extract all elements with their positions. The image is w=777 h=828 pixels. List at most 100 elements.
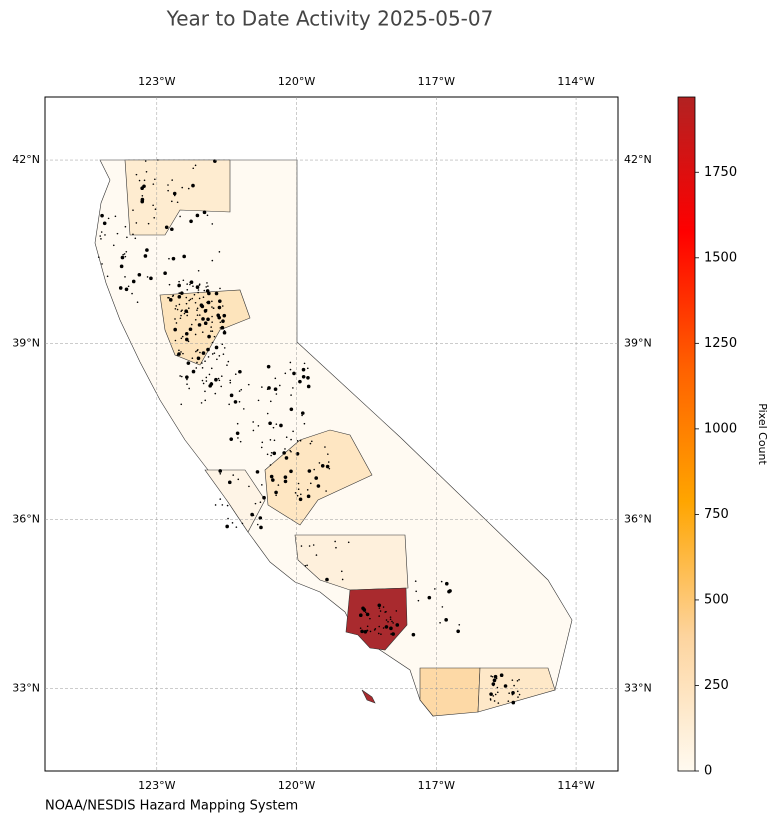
fire-point [195,213,200,218]
fire-point [261,484,263,486]
fire-point [178,303,181,306]
fire-point [306,367,309,370]
fire-point [259,501,262,504]
fire-point [143,254,148,258]
fire-point [205,286,208,288]
fire-point [196,361,198,364]
fire-point [206,300,211,305]
fire-point [222,353,225,355]
fire-point [220,325,225,330]
fire-point [186,283,188,285]
county [159,289,251,366]
fire-point [434,588,436,590]
fire-point [198,297,201,300]
fire-point [490,675,492,677]
fire-point [279,423,283,428]
fire-point [180,337,183,340]
fire-point [167,189,169,192]
fire-point [284,448,286,450]
fire-point [219,287,221,290]
fire-point [237,432,239,434]
fire-point [101,263,103,265]
fire-point [378,615,380,617]
fire-point [268,421,272,426]
fire-point [204,360,206,362]
x-tick-label: 123°W [138,75,175,88]
fire-point [359,627,362,629]
fire-point [152,183,155,185]
fire-point [104,234,106,236]
fire-point [516,680,519,682]
fire-point [207,356,210,358]
fire-point [440,580,443,583]
fire-point [211,321,213,323]
y-tick-label: 33°N [624,682,652,695]
fire-point [216,358,218,361]
fire-point [259,525,263,530]
fire-point [194,301,197,304]
fire-point [378,625,380,628]
fire-point [517,696,519,698]
fire-point [252,429,255,432]
fire-point [516,690,519,693]
fire-point [366,625,369,628]
fire-point [188,327,193,332]
fire-point [493,674,498,679]
fire-point [231,522,234,524]
fire-point [206,347,210,352]
fire-point [282,451,286,455]
fire-point [513,684,515,687]
fire-point [177,352,181,356]
fire-point [168,283,171,286]
fire-point [218,299,222,303]
fire-point [297,488,300,490]
fire-point [227,517,229,520]
fire-point [225,524,229,529]
fire-point [203,321,208,326]
y-tick-label: 33°N [12,682,40,695]
x-tick-label: 123°W [138,779,175,792]
fire-point [126,236,128,239]
fire-point [318,462,321,464]
fire-point [208,373,211,376]
fire-point [307,469,312,473]
fire-point [274,490,278,495]
fire-point [266,412,269,415]
x-tick-label: 117°W [418,75,455,88]
fire-point [189,283,191,286]
fire-point [205,376,208,379]
fire-point [341,578,344,581]
fire-point [201,351,206,355]
fire-point [189,219,193,224]
fire-point [389,616,392,618]
colorbar-tick-label: 250 [704,678,729,693]
fire-point [191,369,196,374]
fire-point [182,279,185,282]
fire-point [153,216,156,219]
county [477,667,556,713]
fire-point [195,350,197,353]
fire-point [392,622,394,624]
fire-point [283,479,288,484]
fire-point [142,184,146,189]
fire-point [210,367,213,370]
fire-point [492,678,497,683]
fire-point [118,286,123,290]
fire-point [196,286,198,288]
fire-point [298,497,303,502]
fire-point [152,204,154,207]
fire-point [448,589,452,593]
fire-point [518,678,520,681]
colorbar-tick-label: 750 [704,507,729,522]
fire-point [184,309,188,314]
fire-point [273,439,276,442]
fire-point [284,372,287,375]
fire-point [358,613,363,617]
fire-point [211,300,213,303]
fire-point [310,440,313,443]
fire-point [229,393,234,398]
fire-point [458,623,461,626]
fire-point [194,319,197,321]
fire-point [174,307,177,310]
fire-point [172,191,177,196]
